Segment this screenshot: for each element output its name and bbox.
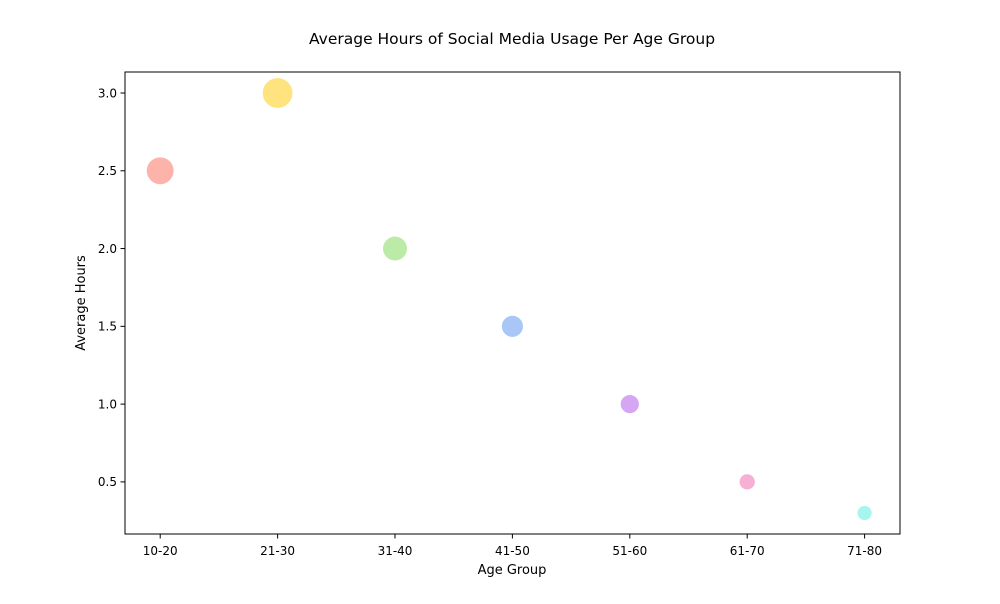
y-tick-label: 2.0: [98, 242, 117, 256]
data-points: [146, 78, 872, 521]
x-axis-label: Age Group: [478, 563, 547, 578]
y-axis-label: Average Hours: [74, 255, 89, 351]
y-axis-ticks: 0.5 1.0 1.5 2.0 2.5 3.0: [98, 86, 125, 489]
x-tick-label: 51-60: [612, 544, 647, 558]
x-tick-label: 41-50: [495, 544, 530, 558]
x-tick-label: 61-70: [730, 544, 765, 558]
y-tick-label: 1.0: [98, 397, 117, 411]
data-point-31-40: [383, 236, 407, 261]
data-point-71-80: [857, 505, 872, 521]
x-tick-label: 71-80: [847, 544, 882, 558]
x-tick-label: 21-30: [260, 544, 295, 558]
data-point-10-20: [146, 157, 174, 185]
chart-title: Average Hours of Social Media Usage Per …: [309, 30, 715, 48]
x-axis-ticks: 10-20 21-30 31-40 41-50 51-60 61-70 71-80: [143, 534, 882, 558]
x-tick-label: 10-20: [143, 544, 178, 558]
y-tick-label: 2.5: [98, 164, 117, 178]
data-point-41-50: [501, 315, 523, 337]
x-tick-label: 31-40: [378, 544, 413, 558]
data-point-61-70: [739, 474, 755, 490]
y-tick-label: 0.5: [98, 475, 117, 489]
data-point-21-30: [262, 78, 293, 108]
y-tick-label: 1.5: [98, 320, 117, 334]
data-point-51-60: [620, 395, 639, 414]
y-tick-label: 3.0: [98, 86, 117, 100]
